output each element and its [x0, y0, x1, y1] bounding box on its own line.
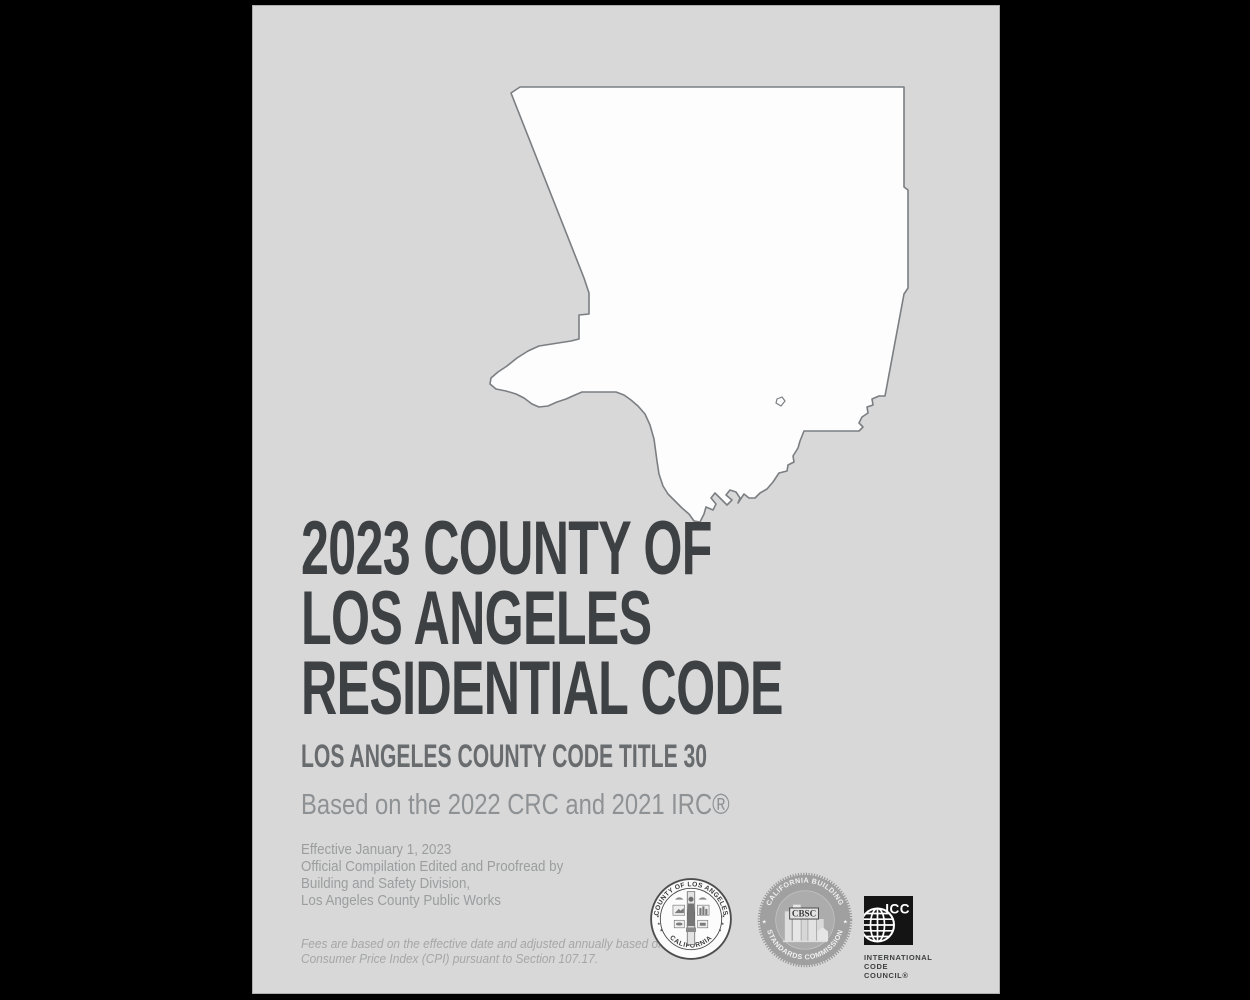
page-title: 2023 COUNTY OF LOS ANGELES RESIDENTIAL C… [301, 506, 1031, 731]
icc-caption-line: INTERNATIONAL [864, 953, 933, 962]
svg-text:★: ★ [843, 919, 848, 925]
svg-text:★: ★ [718, 929, 722, 933]
subtitle: LOS ANGELES COUNTY CODE TITLE 30 [301, 738, 708, 774]
title-line-2: LOS ANGELES [301, 576, 652, 661]
svg-text:★: ★ [657, 922, 661, 926]
title-line-1: 2023 COUNTY OF [301, 506, 712, 591]
county-outline-shape [489, 86, 909, 523]
svg-text:★: ★ [722, 914, 726, 918]
cbsc-skyline-art: CBSC [782, 904, 829, 943]
title-line-3: RESIDENTIAL CODE [301, 646, 783, 731]
la-seal-star-ring: ★ ★ ★ ★ ★ ★ [656, 914, 726, 932]
la-seal-center-art [672, 891, 710, 945]
svg-text:★: ★ [656, 914, 660, 918]
icc-globe-icon: ICC [860, 896, 913, 945]
effective-info-block: Effective January 1, 2023 Official Compi… [301, 842, 563, 910]
book-cover: 2023 COUNTY OF LOS ANGELES RESIDENTIAL C… [252, 5, 1000, 994]
cbsc-star-separators: ★ ★ [762, 919, 848, 925]
effective-line: Los Angeles County Public Works [301, 893, 501, 909]
svg-text:★: ★ [660, 929, 664, 933]
effective-line: Building and Safety Division, [301, 876, 471, 892]
svg-text:★: ★ [762, 919, 767, 925]
icc-caption-line: CODE COUNCIL® [864, 962, 909, 980]
enclave-outline-shape [775, 396, 786, 407]
fees-note-line: Consumer Price Index (CPI) pursuant to S… [301, 952, 599, 966]
cbsc-center-text: CBSC [792, 909, 816, 919]
icc-logo: ICC INTERNATIONAL CODE COUNCIL® [860, 896, 933, 980]
la-county-seal: COUNTY OF LOS ANGELES CALIFORNIA ★ ★ ★ ★… [650, 878, 732, 960]
based-on-line: Based on the 2022 CRC and 2021 IRC® [301, 789, 730, 821]
cbsc-seal: CBSC CALIFORNIA BUILDING STANDARDS COMMI… [757, 872, 853, 968]
svg-text:★: ★ [721, 922, 725, 926]
icc-logo-text: ICC [885, 902, 910, 917]
la-county-map-image [489, 86, 909, 523]
fees-note: Fees are based on the effective date and… [301, 937, 685, 967]
fees-note-line: Fees are based on the effective date and… [301, 937, 685, 951]
effective-line: Official Compilation Edited and Proofrea… [301, 859, 564, 875]
effective-line: Effective January 1, 2023 [301, 842, 452, 858]
icc-caption: INTERNATIONAL CODE COUNCIL® [864, 953, 933, 980]
